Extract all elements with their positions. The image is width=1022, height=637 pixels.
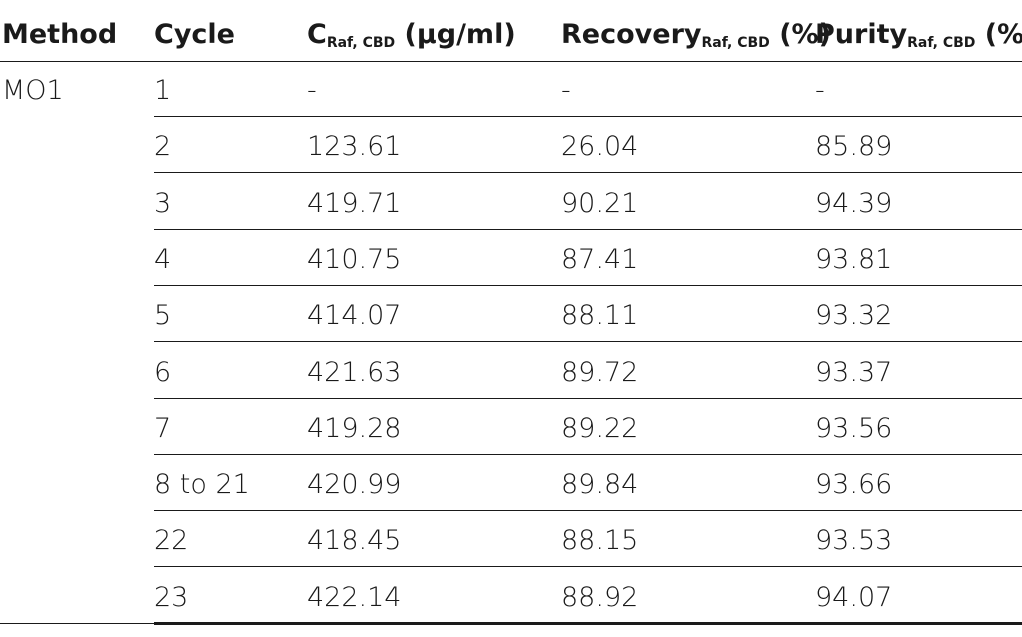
table-cell-purity: 93.37 <box>815 357 893 388</box>
table-cell-recovery: 26.04 <box>561 131 639 162</box>
table-cell-recovery: - <box>561 75 571 106</box>
header-cycle: Cycle <box>154 19 235 50</box>
table-cell-conc: 410.75 <box>307 244 402 275</box>
table-cell-cycle: 22 <box>154 525 189 556</box>
table-cell-conc: 123.61 <box>307 131 402 162</box>
table-cell-conc: 420.99 <box>307 469 402 500</box>
table-cell-purity: 93.81 <box>815 244 893 275</box>
table-cell-cycle: 2 <box>154 131 172 162</box>
header-method: Method <box>2 19 118 50</box>
row-divider <box>154 116 1022 117</box>
table-cell-purity: 93.56 <box>815 413 893 444</box>
table-cell-recovery: 89.72 <box>561 357 639 388</box>
header-recovery: RecoveryRaf, CBD (%) <box>561 19 831 51</box>
table-cell-purity: 94.07 <box>815 582 893 613</box>
header-recovery-subscript: Raf, CBD <box>701 35 770 51</box>
header-concentration-subscript: Raf, CBD <box>326 35 396 51</box>
row-divider <box>154 229 1022 230</box>
table-cell-cycle: 5 <box>154 300 172 331</box>
row-divider <box>154 285 1022 286</box>
table-cell-conc: 422.14 <box>307 582 402 613</box>
method-cell: MO1 <box>2 75 64 106</box>
table-cell-conc: - <box>307 75 317 106</box>
table-cell-cycle: 7 <box>154 413 172 444</box>
header-rule <box>0 61 1022 62</box>
table-cell-recovery: 89.22 <box>561 413 639 444</box>
table-cell-conc: 421.63 <box>307 357 402 388</box>
header-purity-subscript: Raf, CBD <box>907 35 976 51</box>
table-cell-recovery: 88.92 <box>561 582 639 613</box>
bottom-rule-left <box>0 623 154 624</box>
table-cell-purity: 94.39 <box>815 188 893 219</box>
row-divider <box>154 398 1022 399</box>
row-divider <box>154 454 1022 455</box>
header-concentration: CRaf, CBD (μg/ml) <box>307 19 516 51</box>
row-divider <box>154 566 1022 567</box>
table-cell-cycle: 4 <box>154 244 172 275</box>
table-cell-recovery: 88.15 <box>561 525 639 556</box>
table-cell-purity: 93.32 <box>815 300 893 331</box>
table-cell-recovery: 89.84 <box>561 469 639 500</box>
header-purity: PurityRaf, CBD (%) <box>815 19 1022 51</box>
table-cell-conc: 418.45 <box>307 525 402 556</box>
table-cell-conc: 414.07 <box>307 300 402 331</box>
table-cell-purity: 93.53 <box>815 525 893 556</box>
table-cell-cycle: 23 <box>154 582 189 613</box>
table-cell-purity: 85.89 <box>815 131 893 162</box>
table-cell-purity: 93.66 <box>815 469 893 500</box>
table-cell-cycle: 1 <box>154 75 172 106</box>
table-cell-recovery: 87.41 <box>561 244 639 275</box>
row-divider <box>154 172 1022 173</box>
bottom-rule <box>154 622 1022 625</box>
row-divider <box>154 341 1022 342</box>
table-cell-recovery: 88.11 <box>561 300 639 331</box>
table-cell-recovery: 90.21 <box>561 188 639 219</box>
row-divider <box>154 510 1022 511</box>
table-cell-conc: 419.71 <box>307 188 402 219</box>
table-cell-cycle: 3 <box>154 188 172 219</box>
table-cell-conc: 419.28 <box>307 413 402 444</box>
table-cell-cycle: 8 to 21 <box>154 469 250 500</box>
table-cell-cycle: 6 <box>154 357 172 388</box>
table-cell-purity: - <box>815 75 825 106</box>
